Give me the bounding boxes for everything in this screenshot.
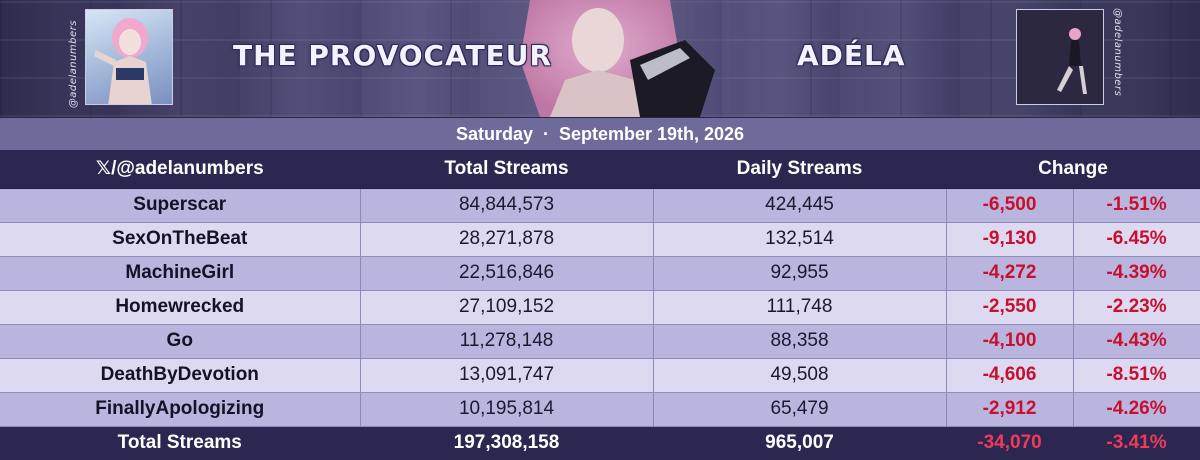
change-percent: -6.45% <box>1073 222 1200 257</box>
change-absolute: -4,272 <box>946 256 1074 291</box>
change-absolute: -4,606 <box>946 358 1074 393</box>
column-header-change: Change <box>946 150 1200 189</box>
cover-art-image <box>1017 10 1103 104</box>
change-percent: -4.43% <box>1073 324 1200 359</box>
daily-streams: 88,358 <box>653 324 947 359</box>
change-percent: -8.51% <box>1073 358 1200 393</box>
daily-streams: 92,955 <box>653 256 947 291</box>
table-row: SexOnTheBeat 28,271,878 132,514 -9,130 -… <box>0 222 1200 257</box>
watermark-left: @adelanumbers <box>68 20 79 109</box>
footer-daily-streams: 965,007 <box>653 426 947 460</box>
album-cover-right <box>1016 9 1104 105</box>
footer-total-streams: 197,308,158 <box>360 426 654 460</box>
table-row: FinallyApologizing 10,195,814 65,479 -2,… <box>0 392 1200 427</box>
table-row: DeathByDevotion 13,091,747 49,508 -4,606… <box>0 358 1200 393</box>
album-title: THE PROVOCATEUR <box>233 39 553 72</box>
table-header-row: 𝕏/@adelanumbers Total Streams Daily Stre… <box>0 150 1200 189</box>
date-separator: · <box>542 123 549 144</box>
column-header-handle[interactable]: 𝕏/@adelanumbers <box>0 150 361 189</box>
change-absolute: -2,912 <box>946 392 1074 427</box>
song-name: Homewrecked <box>0 290 361 325</box>
footer-change-percent: -3.41% <box>1073 426 1200 460</box>
streams-table: 𝕏/@adelanumbers Total Streams Daily Stre… <box>0 150 1200 460</box>
song-name: MachineGirl <box>0 256 361 291</box>
artist-photo <box>470 0 730 117</box>
total-streams: 28,271,878 <box>360 222 654 257</box>
total-streams: 13,091,747 <box>360 358 654 393</box>
song-name: DeathByDevotion <box>0 358 361 393</box>
song-name: FinallyApologizing <box>0 392 361 427</box>
change-percent: -4.39% <box>1073 256 1200 291</box>
change-absolute: -9,130 <box>946 222 1074 257</box>
date-full: September 19th, 2026 <box>558 123 745 144</box>
table-row: Go 11,278,148 88,358 -4,100 -4.43% <box>0 324 1200 359</box>
song-name: SexOnTheBeat <box>0 222 361 257</box>
total-streams: 10,195,814 <box>360 392 654 427</box>
watermark-right: @adelanumbers <box>1112 8 1123 97</box>
change-percent: -2.23% <box>1073 290 1200 325</box>
daily-streams: 424,445 <box>653 188 947 223</box>
change-percent: -4.26% <box>1073 392 1200 427</box>
total-streams: 11,278,148 <box>360 324 654 359</box>
daily-streams: 65,479 <box>653 392 947 427</box>
change-absolute: -6,500 <box>946 188 1074 223</box>
album-cover-left <box>85 9 173 105</box>
column-header-daily-streams: Daily Streams <box>653 150 947 189</box>
table-footer-row: Total Streams 197,308,158 965,007 -34,07… <box>0 426 1200 460</box>
column-header-total-streams: Total Streams <box>360 150 654 189</box>
date-bar: Saturday · September 19th, 2026 <box>0 117 1200 150</box>
daily-streams: 49,508 <box>653 358 947 393</box>
total-streams: 27,109,152 <box>360 290 654 325</box>
change-absolute: -4,100 <box>946 324 1074 359</box>
table-row: Homewrecked 27,109,152 111,748 -2,550 -2… <box>0 290 1200 325</box>
song-name: Go <box>0 324 361 359</box>
change-percent: -1.51% <box>1073 188 1200 223</box>
footer-label: Total Streams <box>0 426 361 460</box>
total-streams: 84,844,573 <box>360 188 654 223</box>
table-row: Superscar 84,844,573 424,445 -6,500 -1.5… <box>0 188 1200 223</box>
cover-art-image <box>94 18 152 104</box>
table-row: MachineGirl 22,516,846 92,955 -4,272 -4.… <box>0 256 1200 291</box>
date-day: Saturday <box>455 123 533 144</box>
song-name: Superscar <box>0 188 361 223</box>
daily-streams: 132,514 <box>653 222 947 257</box>
header-banner: @adelanumbers @adelanumbers THE PROVOCAT… <box>0 0 1200 117</box>
artist-name: ADÉLA <box>797 39 906 72</box>
change-absolute: -2,550 <box>946 290 1074 325</box>
footer-change-absolute: -34,070 <box>946 426 1074 460</box>
daily-streams: 111,748 <box>653 290 947 325</box>
total-streams: 22,516,846 <box>360 256 654 291</box>
